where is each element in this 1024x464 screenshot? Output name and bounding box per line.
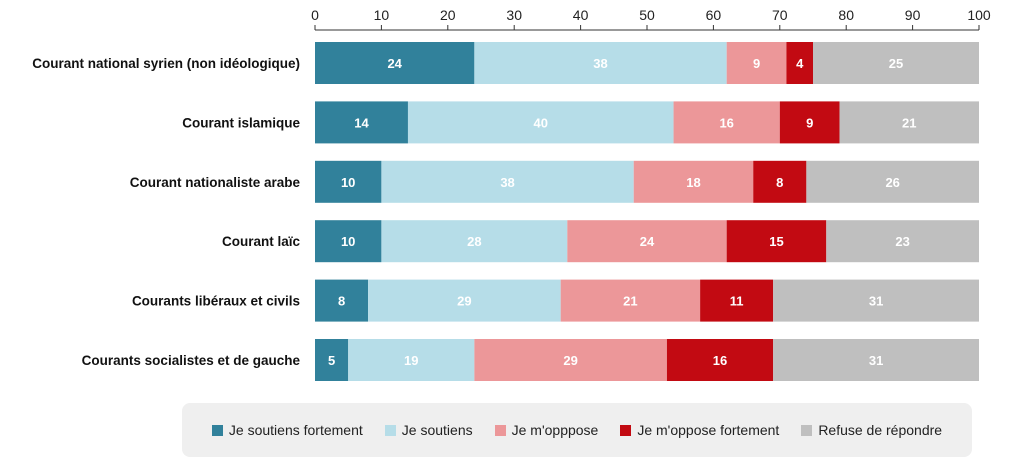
x-tick-label: 30 xyxy=(506,7,522,23)
category-label: Courants socialistes et de gauche xyxy=(82,353,301,368)
legend-item: Je m'oppose fortement xyxy=(620,422,779,438)
bar-value-label: 38 xyxy=(593,56,607,71)
legend-label: Je soutiens xyxy=(401,422,473,438)
bar-segment xyxy=(381,220,568,263)
x-tick-label: 0 xyxy=(311,7,319,23)
legend-label: Je soutiens fortement xyxy=(228,422,363,438)
bar-value-label: 29 xyxy=(563,353,577,368)
bar-value-label: 21 xyxy=(623,294,637,309)
bar-segment xyxy=(813,42,979,84)
x-tick-label: 80 xyxy=(838,7,854,23)
legend-item: Refuse de répondre xyxy=(801,422,942,438)
bar-value-label: 40 xyxy=(534,115,548,130)
bar-value-label: 10 xyxy=(341,234,355,249)
legend-swatch xyxy=(620,424,632,436)
bar-segment xyxy=(773,339,979,381)
bar-segment xyxy=(315,42,475,84)
x-tick-label: 20 xyxy=(440,7,456,23)
bar-segment xyxy=(368,279,561,322)
bar-segment xyxy=(753,160,807,203)
category-label: Courant laïc xyxy=(222,234,301,249)
bar-value-label: 29 xyxy=(457,294,471,309)
bar-value-label: 28 xyxy=(467,234,481,249)
x-tick-label: 50 xyxy=(639,7,655,23)
category-label: Courant islamique xyxy=(182,115,300,130)
bar-value-label: 9 xyxy=(806,115,813,130)
bar-segment xyxy=(407,101,674,144)
bar-value-label: 24 xyxy=(640,234,655,249)
bar-value-label: 16 xyxy=(719,115,733,130)
bar-value-label: 11 xyxy=(730,294,744,309)
bar-segment xyxy=(700,279,774,322)
bar-value-label: 31 xyxy=(869,294,883,309)
bar-segment xyxy=(633,160,754,203)
bar-segment xyxy=(315,220,382,263)
bar-value-label: 15 xyxy=(769,234,783,249)
bar-segment xyxy=(786,42,813,84)
bar-value-label: 16 xyxy=(713,353,727,368)
x-tick-label: 10 xyxy=(374,7,390,23)
legend-item: Je soutiens fortement xyxy=(211,422,363,438)
bar-value-label: 5 xyxy=(328,353,335,368)
bar-segment xyxy=(315,101,408,144)
x-tick-label: 100 xyxy=(967,7,991,23)
bar-value-label: 8 xyxy=(776,175,783,190)
bar-value-label: 38 xyxy=(500,175,514,190)
bar-value-label: 18 xyxy=(686,175,700,190)
bar-value-label: 14 xyxy=(354,115,369,130)
bar-value-label: 23 xyxy=(895,234,909,249)
bar-value-label: 10 xyxy=(341,175,355,190)
bar-segment xyxy=(474,339,667,381)
x-tick-label: 70 xyxy=(772,7,788,23)
bar-segment xyxy=(348,339,475,381)
bar-value-label: 19 xyxy=(404,353,418,368)
legend-swatch xyxy=(801,424,813,436)
category-label: Courant national syrien (non idéologique… xyxy=(32,56,300,71)
legend-label: Je m'opppose xyxy=(511,422,599,438)
legend-label: Refuse de répondre xyxy=(818,422,943,438)
category-label: Courants libéraux et civils xyxy=(132,294,300,309)
bar-segment xyxy=(315,339,349,381)
stacked-bar-chart: 0 10 20 30 40 50 60 70 80 90 100 Courant national … xyxy=(32,7,991,381)
bar-value-label: 8 xyxy=(338,294,345,309)
category-label: Courant nationaliste arabe xyxy=(130,175,301,190)
bar-value-label: 31 xyxy=(869,353,883,368)
bar-segment xyxy=(315,160,382,203)
x-axis: 0 10 20 30 40 50 60 70 80 90 100 xyxy=(311,7,991,31)
bar-segment xyxy=(806,160,979,203)
legend-swatch xyxy=(211,424,223,436)
legend-label: Je m'oppose fortement xyxy=(637,422,780,438)
category-labels: Courant national syrien (non idéologique… xyxy=(32,56,300,368)
x-tick-label: 40 xyxy=(573,7,589,23)
legend-item: Je m'opppose xyxy=(494,422,599,438)
bar-segment xyxy=(673,101,780,144)
legend: Je soutiens fortement Je soutiens Je m'opp… xyxy=(182,403,972,457)
x-tick-label: 90 xyxy=(905,7,921,23)
bar-segment xyxy=(773,279,979,322)
bar-segment xyxy=(567,220,727,263)
bar-segment xyxy=(726,42,787,84)
legend-swatch xyxy=(384,424,396,436)
bar-segment xyxy=(666,339,774,381)
bars: 24 38 9 4 25 14 40 16 9 21 10 38 18 8 26 10 28 24 15 23 8 29 2… xyxy=(315,42,979,381)
bar-value-label: 26 xyxy=(885,175,899,190)
bar-segment xyxy=(726,220,827,263)
bar-value-label: 4 xyxy=(796,56,804,71)
legend-swatch xyxy=(494,424,506,436)
legend-item: Je soutiens xyxy=(384,422,473,438)
bar-segment xyxy=(826,220,979,263)
bar-value-label: 24 xyxy=(387,56,402,71)
bar-value-label: 21 xyxy=(902,115,916,130)
bar-segment xyxy=(474,42,727,84)
bar-segment xyxy=(315,279,369,322)
x-tick-label: 60 xyxy=(706,7,722,23)
bar-value-label: 25 xyxy=(889,56,903,71)
bar-segment xyxy=(839,101,979,144)
bar-segment xyxy=(560,279,701,322)
bar-segment xyxy=(779,101,840,144)
bar-segment xyxy=(381,160,634,203)
bar-value-label: 9 xyxy=(753,56,760,71)
